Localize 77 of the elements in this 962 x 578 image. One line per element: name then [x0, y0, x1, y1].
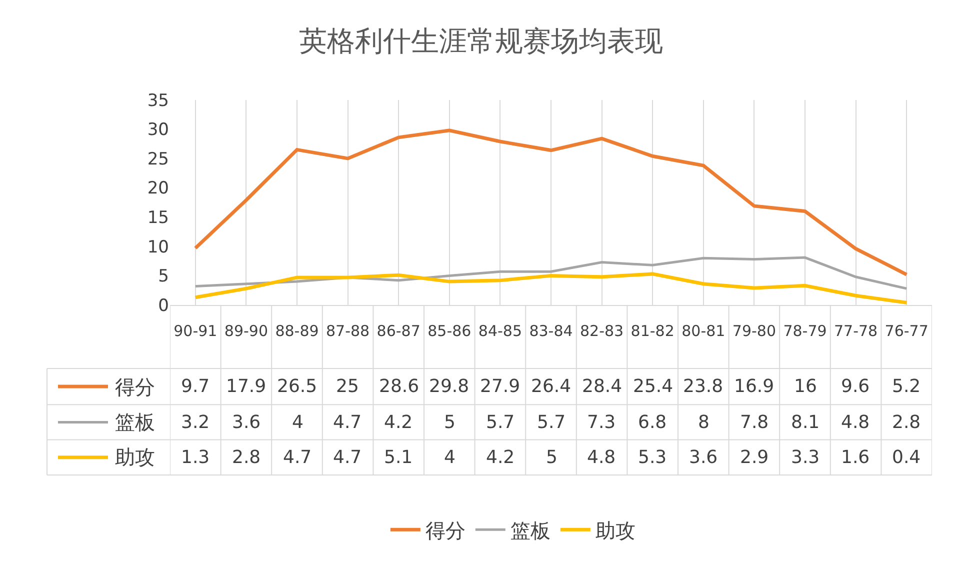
data-label: 4 — [292, 412, 304, 433]
data-label: 9.7 — [181, 376, 210, 397]
y-tick-label: 25 — [147, 149, 169, 170]
data-label: 5.1 — [384, 447, 413, 468]
x-tick-label: 76-77 — [884, 322, 928, 340]
data-label: 0.4 — [892, 447, 921, 468]
data-label: 5.7 — [537, 412, 566, 433]
data-label: 2.8 — [892, 412, 921, 433]
x-tick-label: 85-86 — [428, 322, 472, 340]
data-label: 5.3 — [638, 447, 667, 468]
x-tick-label: 86-87 — [376, 322, 420, 340]
line-series — [194, 272, 908, 304]
y-tick-label: 0 — [158, 296, 169, 316]
data-label: 5 — [444, 412, 456, 433]
x-tick-label: 83-84 — [529, 322, 573, 340]
x-tick-label: 78-79 — [783, 322, 827, 340]
legend-label: 篮板 — [115, 410, 155, 434]
data-label: 3.6 — [689, 447, 718, 468]
x-tick-label: 90-91 — [174, 322, 218, 340]
y-tick-label: 10 — [147, 237, 169, 258]
y-tick-label: 20 — [147, 178, 169, 199]
x-tick-label: 77-78 — [834, 322, 878, 340]
x-tick-label: 84-85 — [478, 322, 522, 340]
data-label: 4 — [444, 447, 456, 468]
data-label: 5.2 — [892, 376, 921, 397]
data-label: 9.6 — [841, 376, 870, 397]
data-label: 25 — [336, 376, 359, 397]
chart-title: 英格利什生涯常规赛场均表现 — [299, 24, 663, 58]
y-tick-label: 15 — [147, 208, 169, 228]
data-label: 26.4 — [531, 376, 572, 397]
data-label: 5.7 — [486, 412, 515, 433]
text: 篮板 — [510, 518, 550, 542]
data-label: 7.3 — [587, 412, 616, 433]
data-label: 4.8 — [587, 447, 616, 468]
y-tick-label: 5 — [158, 266, 169, 287]
x-tick-label: 81-82 — [630, 322, 674, 340]
data-label: 1.6 — [841, 447, 870, 468]
data-label: 17.9 — [226, 376, 266, 397]
data-label: 2.9 — [740, 447, 769, 468]
data-label: 4.8 — [841, 412, 870, 433]
data-label: 7.8 — [740, 412, 769, 433]
data-label: 3.2 — [181, 412, 210, 433]
data-label: 28.6 — [379, 376, 420, 397]
data-label: 23.8 — [683, 376, 724, 397]
data-label: 29.8 — [429, 376, 470, 397]
data-label: 4.7 — [333, 412, 362, 433]
data-label: 26.5 — [277, 376, 318, 397]
x-tick-label: 88-89 — [275, 322, 319, 340]
legend-label: 助攻 — [115, 445, 155, 469]
data-label: 4.2 — [384, 412, 413, 433]
y-tick-label: 30 — [147, 120, 169, 140]
data-label: 4.7 — [333, 447, 362, 468]
data-label: 16 — [794, 376, 817, 397]
data-label: 3.3 — [791, 447, 820, 468]
y-tick-label: 35 — [147, 90, 169, 111]
data-label: 3.6 — [232, 412, 261, 433]
line-series — [194, 128, 908, 276]
data-label: 8.1 — [791, 412, 820, 433]
x-tick-label: 89-90 — [224, 322, 268, 340]
data-label: 4.2 — [486, 447, 515, 468]
data-label: 8 — [698, 412, 710, 433]
data-label: 6.8 — [638, 412, 667, 433]
x-tick-label: 82-83 — [580, 322, 624, 340]
legend-label: 得分 — [115, 375, 155, 399]
data-label: 2.8 — [232, 447, 261, 468]
data-label: 27.9 — [480, 376, 520, 397]
x-tick-label: 79-80 — [732, 322, 776, 340]
data-label: 4.7 — [283, 447, 312, 468]
data-label: 1.3 — [181, 447, 210, 468]
text: 助攻 — [595, 518, 636, 542]
x-tick-label: 87-88 — [326, 322, 370, 340]
data-label: 28.4 — [582, 376, 622, 397]
data-label: 16.9 — [734, 376, 774, 397]
data-label: 5 — [546, 447, 558, 468]
text: 得分 — [425, 518, 466, 542]
data-label: 25.4 — [633, 376, 674, 397]
x-tick-label: 80-81 — [682, 322, 726, 340]
